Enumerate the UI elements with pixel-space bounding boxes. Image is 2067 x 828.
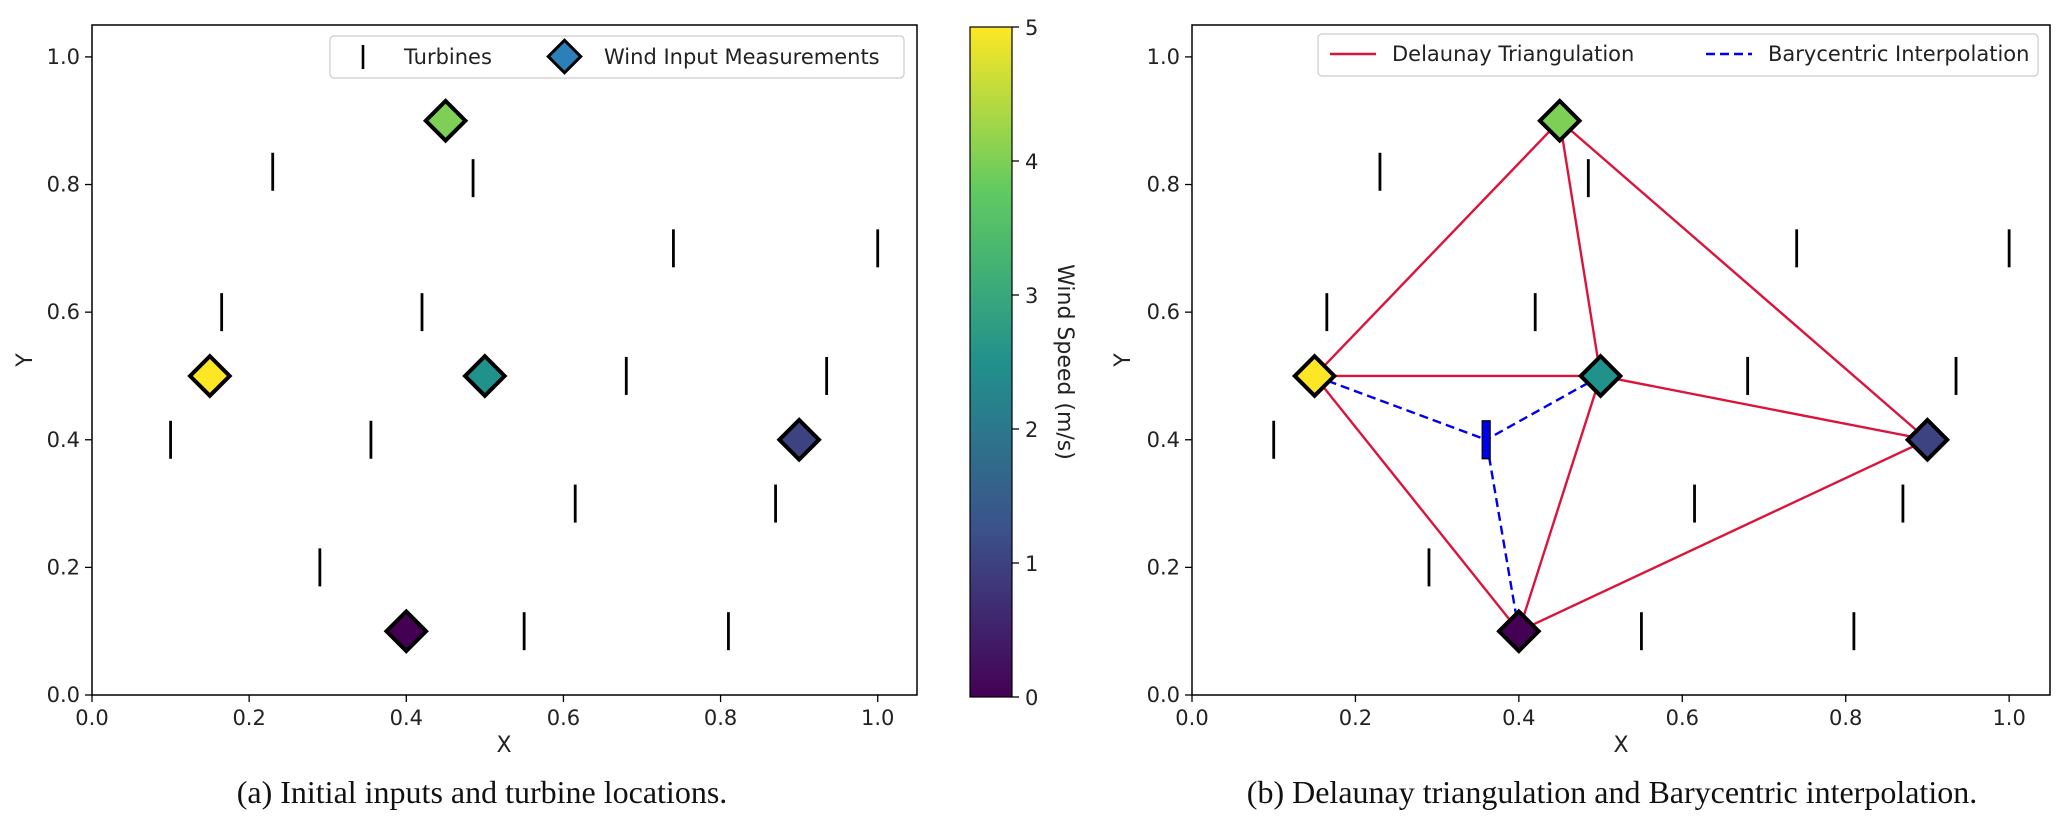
panel-b-legend: Delaunay Triangulation Barycentric Inter… (1317, 33, 2039, 77)
x-tick-label: 0.2 (1339, 706, 1372, 730)
measurement-diamond (776, 417, 822, 463)
y-tick-label: 1.0 (47, 45, 80, 69)
panel-b-xlabel: X (1613, 733, 1628, 758)
colorbar-tick-label: 1 (1025, 552, 1038, 576)
delaunay-edge (1558, 120, 1602, 377)
measurement-diamond (1904, 417, 1951, 463)
legend-box (1317, 33, 2039, 77)
measurement-diamond (462, 353, 508, 399)
panel-b-axes-frame (1191, 24, 2051, 696)
legend-measurements-label: Wind Input Measurements (604, 45, 880, 69)
colorbar-tick-label: 0 (1025, 686, 1038, 710)
x-tick-label: 0.2 (232, 706, 265, 730)
y-tick-label: 1.0 (1147, 45, 1180, 69)
delaunay-edge (1558, 119, 1929, 441)
colorbar-tick-label: 2 (1025, 418, 1038, 442)
measurement-diamond (1496, 608, 1542, 654)
panel-a-legend: Turbines Wind Input Measurements (329, 35, 905, 79)
panel-a-axes-frame (91, 24, 918, 696)
legend-diamond-marker (546, 38, 583, 75)
x-tick-label: 0.8 (1829, 706, 1862, 730)
interpolated-turbine-marker (1481, 420, 1491, 460)
y-tick-label: 0.2 (1147, 555, 1180, 579)
measurement-diamond (422, 98, 469, 144)
y-tick-label: 0.8 (47, 173, 80, 197)
delaunay-edge (1313, 375, 1520, 632)
panel-b-ylabel: Y (1111, 353, 1136, 368)
y-tick-label: 0.4 (1147, 428, 1180, 452)
x-tick-label: 0.0 (75, 706, 108, 730)
colorbar-tick-label: 5 (1025, 16, 1038, 40)
barycentric-line (1314, 374, 1487, 441)
measurement-diamond (1577, 353, 1624, 399)
panel-a-ylabel: Y (13, 353, 38, 368)
y-tick-label: 0.4 (47, 428, 80, 452)
delaunay-edge (1517, 375, 1602, 632)
x-tick-label: 0.4 (1502, 706, 1535, 730)
measurement-diamond (1291, 353, 1338, 399)
colorbar-tick-label: 4 (1025, 150, 1038, 174)
measurement-diamond (383, 608, 429, 654)
colorbar-gradient (969, 26, 1013, 698)
y-tick-label: 0.2 (47, 555, 80, 579)
y-tick-label: 0.0 (47, 683, 80, 707)
y-tick-label: 0.6 (1147, 300, 1180, 324)
x-tick-label: 0.6 (1666, 706, 1699, 730)
legend-barycentric-label: Barycentric Interpolation (1768, 42, 2029, 66)
x-tick-label: 0.0 (1175, 706, 1208, 730)
panel-a: 0.0 0.2 0.4 0.6 0.8 1.0 0.0 0.2 0.4 0.6 0.8 1.0 X Y… (13, 24, 918, 810)
panel-a-caption: (a) Initial inputs and turbine locations… (237, 774, 728, 810)
panel-a-plot-content: 0.0 0.2 0.4 0.6 0.8 1.0 0.0 0.2 0.4 0.6 0.8 1.0 (47, 45, 895, 730)
colorbar-tick-label: 3 (1025, 284, 1038, 308)
panel-a-xlabel: X (496, 733, 511, 758)
measurement-diamond (187, 353, 233, 399)
x-tick-label: 0.8 (704, 706, 737, 730)
y-tick-label: 0.8 (1147, 173, 1180, 197)
panel-b: 0.0 0.2 0.4 0.6 0.8 1.0 0.0 0.2 0.4 0.6 0.8 1.0 X Y… (1111, 24, 2051, 810)
x-tick-label: 1.0 (861, 706, 894, 730)
barycentric-line (1485, 374, 1602, 441)
legend-delaunay-label: Delaunay Triangulation (1392, 42, 1634, 66)
y-tick-label: 0.6 (47, 300, 80, 324)
delaunay-edge (1313, 119, 1561, 377)
y-tick-label: 0.0 (1147, 683, 1180, 707)
colorbar-ticks: 0 1 2 3 4 5 (1012, 16, 1038, 710)
panel-b-caption: (b) Delaunay triangulation and Barycentr… (1247, 774, 1977, 810)
delaunay-edge (1518, 438, 1928, 633)
x-tick-label: 1.0 (1992, 706, 2025, 730)
legend-turbines-label: Turbines (403, 45, 492, 69)
delaunay-edge (1600, 374, 1928, 441)
x-tick-label: 0.4 (390, 706, 423, 730)
colorbar-label: Wind Speed (m/s) (1052, 264, 1077, 460)
panel-b-plot-content: 0.0 0.2 0.4 0.6 0.8 1.0 0.0 0.2 0.4 0.6 0.8 1.0 (1147, 45, 2026, 730)
x-tick-label: 0.6 (547, 706, 580, 730)
legend-box (329, 35, 905, 79)
colorbar: 0 1 2 3 4 5 Wind Speed (m/s) (969, 16, 1077, 710)
measurement-diamond (1537, 98, 1583, 144)
barycentric-line (1484, 439, 1521, 632)
